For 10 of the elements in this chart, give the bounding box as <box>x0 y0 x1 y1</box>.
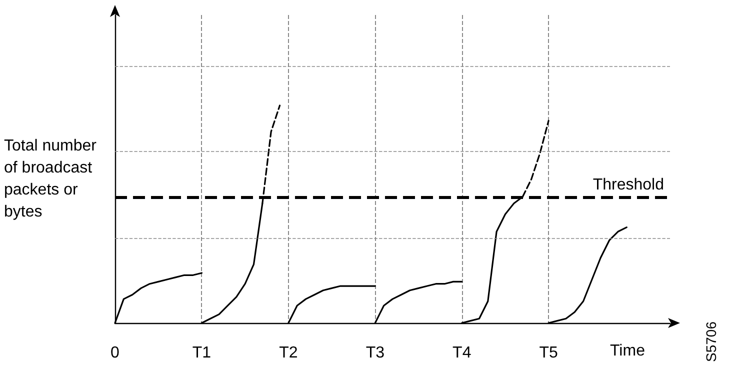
y-axis-title: Total number of broadcast packets or bytes <box>4 138 101 220</box>
x-tick-label: T5 <box>539 344 558 362</box>
ref-line-label: Threshold <box>592 176 664 194</box>
x-tick-label: 0 <box>110 344 120 362</box>
x-axis-title: Time <box>610 342 646 360</box>
x-tick-label: T2 <box>279 344 298 362</box>
text: S5706 <box>703 321 719 362</box>
x-tick-label: T4 <box>452 344 472 362</box>
x-tick-label: T3 <box>366 344 385 362</box>
x-tick-label: T1 <box>192 344 212 362</box>
